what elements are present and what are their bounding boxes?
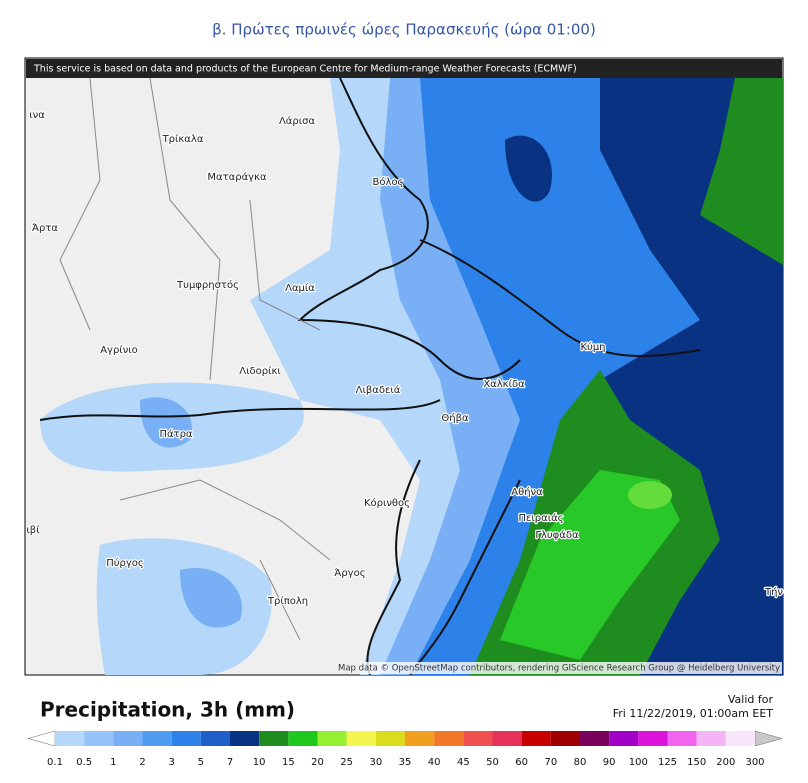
colorbar-under (27, 730, 56, 747)
place-label: Πύργος (106, 557, 144, 569)
colorbar-bin (346, 731, 376, 746)
colorbar-bin (200, 731, 230, 746)
place-label: Λαμία (285, 282, 315, 294)
coastline (39, 77, 701, 676)
legend-title: Precipitation, 3h (mm) (40, 698, 295, 722)
map: Λάρισα Τρίκαλα Ματαράγκα Βόλος Άρτα Τυμφ… (24, 57, 785, 676)
colorbar-tick-label: 70 (544, 757, 557, 768)
colorbar-tick-label: 1 (110, 757, 116, 768)
colorbar-bin (375, 731, 405, 746)
place-label: Λάρισα (279, 115, 316, 127)
colorbar-tick-label: 2 (139, 757, 145, 768)
colorbar-tick-label: 45 (457, 757, 470, 768)
colorbar-bin (492, 731, 522, 746)
colorbar-bin (259, 731, 289, 746)
colorbar-tick-label: 3 (168, 757, 174, 768)
colorbar-tick-label: 80 (574, 757, 587, 768)
colorbar-bin (288, 731, 318, 746)
colorbar-tick-label: 7 (227, 757, 233, 768)
place-label: Χαλκίδα (483, 378, 525, 390)
colorbar-tick-label: 125 (658, 757, 677, 768)
colorbar-bin (142, 731, 172, 746)
colorbar-bin (667, 731, 697, 746)
colorbar-tick-label: 40 (428, 757, 441, 768)
place-label: Λιβαδειά (356, 384, 401, 396)
valid-time: Fri 11/22/2019, 01:00am EET (613, 707, 774, 720)
place-label: Ματαράγκα (207, 171, 267, 183)
attribution-box (360, 662, 782, 674)
attribution-bar (26, 59, 782, 78)
colorbar-bin (434, 731, 464, 746)
colorbar-bin (405, 731, 435, 746)
precip-area (180, 568, 242, 628)
attribution-top: This service is based on data and produc… (33, 64, 577, 75)
place-label: Αθήνα (511, 486, 543, 498)
colorbar-tick-label: 300 (745, 757, 764, 768)
place-label: Κόρινθος (364, 497, 410, 509)
colorbar-bin (521, 731, 551, 746)
colorbar-tick-label: 10 (253, 757, 266, 768)
colorbar-bin (317, 731, 347, 746)
place-label: Αγρίνιο (100, 344, 138, 356)
place-label: Άρτα (32, 222, 58, 234)
page-title: β. Πρώτες πρωινές ώρες Παρασκευής (ώρα 0… (212, 21, 596, 39)
colorbar-tick-label: 5 (198, 757, 204, 768)
colorbar: 0.1 0.5 1 2 3 5 7 10 15 20 25 30 35 40 45 50 60 70 80 90 100… (27, 730, 783, 768)
colorbar-tick-label: 0.5 (76, 757, 92, 768)
colorbar-tick-label: 20 (311, 757, 324, 768)
colorbar-bin (230, 731, 260, 746)
colorbar-tick-label: 60 (515, 757, 528, 768)
colorbar-bin (550, 731, 580, 746)
precip-area (505, 135, 552, 202)
colorbar-bin (55, 731, 85, 746)
place-label: Τρίκαλα (162, 133, 204, 145)
place-label: Τυμφρηστός (176, 279, 239, 291)
precip-area (700, 78, 783, 265)
colorbar-tick-label: 50 (486, 757, 499, 768)
place-label: Λιδορίκι (239, 365, 281, 377)
colorbar-tick-label: 150 (687, 757, 706, 768)
colorbar-bin (696, 731, 726, 746)
colorbar-bin (84, 731, 114, 746)
colorbar-bin (113, 731, 143, 746)
place-label: Κύμη (580, 341, 605, 353)
colorbar-tick-label: 35 (399, 757, 412, 768)
colorbar-bin (463, 731, 493, 746)
place-label: Τήν (764, 586, 783, 598)
place-label: Πάτρα (159, 428, 192, 440)
place-label: Γλυφάδα (535, 529, 579, 541)
precip-area (140, 397, 192, 448)
precip-area (628, 481, 672, 509)
colorbar-bin (609, 731, 639, 746)
precip-area (500, 470, 680, 660)
colorbar-tick-label: 30 (369, 757, 382, 768)
colorbar-tick-label: 200 (716, 757, 735, 768)
colorbar-bin (580, 731, 610, 746)
place-label: ινα (29, 110, 45, 121)
place-label: Τρίπολη (267, 595, 308, 607)
colorbar-bin (725, 731, 755, 746)
colorbar-tick-label: 90 (603, 757, 616, 768)
precip-area (96, 538, 272, 675)
colorbar-tick-label: 0.1 (47, 757, 63, 768)
colorbar-tick-label: 100 (629, 757, 648, 768)
colorbar-tick-label: 25 (340, 757, 353, 768)
border (59, 77, 331, 641)
colorbar-over (754, 730, 783, 747)
place-label: Βόλος (373, 176, 404, 188)
attribution-bottom: Map data © OpenStreetMap contributors, r… (338, 664, 780, 674)
colorbar-bin (171, 731, 201, 746)
place-label: Πειραιάς (518, 512, 563, 524)
colorbar-bin (638, 731, 668, 746)
colorbar-tick-label: 15 (282, 757, 295, 768)
place-label: Θήβα (441, 412, 469, 424)
valid-label: Valid for (728, 693, 774, 706)
place-label: Άργος (334, 567, 365, 579)
place-label: ιβί (26, 524, 40, 536)
